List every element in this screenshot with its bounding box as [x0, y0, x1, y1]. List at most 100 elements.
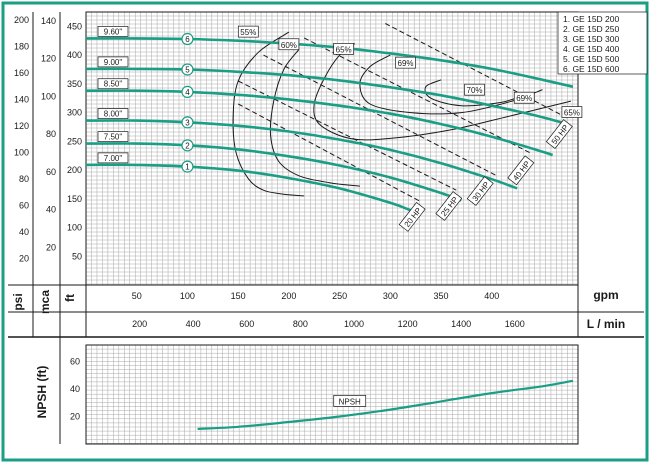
ft-axis: 50 100 150 200 250 300 350 400 450 — [67, 21, 82, 261]
gpm-tick: 150 — [231, 291, 246, 301]
gpm-axis: 50 100 150 200 250 300 350 400 — [132, 291, 500, 301]
series-number: 1 — [185, 163, 190, 172]
lmin-tick: 800 — [293, 319, 308, 329]
impeller-label-box — [97, 108, 129, 119]
impeller-label: 8.00" — [104, 110, 123, 119]
impeller-label-box — [97, 131, 129, 142]
impeller-label-box — [97, 26, 129, 37]
efficiency-label: 65% — [336, 45, 352, 54]
ft-tick: 50 — [72, 251, 82, 261]
npsh-curve — [197, 379, 574, 430]
series-number: 2 — [185, 141, 190, 150]
mca-axis: 20 40 60 80 100 120 140 — [41, 16, 56, 252]
performance-curve — [85, 163, 412, 212]
psi-tick: 100 — [14, 147, 29, 157]
gpm-unit-label: gpm — [593, 288, 618, 302]
performance-curve — [85, 142, 462, 202]
efficiency-label-box — [278, 38, 300, 51]
power-label-box — [545, 119, 573, 150]
efficiency-label: 60% — [281, 41, 297, 50]
npsh-tick: 60 — [70, 357, 80, 367]
series-number: 3 — [185, 118, 190, 127]
series-marker — [181, 139, 194, 152]
performance-curve — [85, 119, 518, 190]
series-marker — [181, 63, 194, 76]
efficiency-curve — [424, 79, 523, 107]
gpm-tick: 250 — [332, 291, 347, 301]
psi-tick: 180 — [14, 41, 29, 51]
gpm-tick: 300 — [383, 291, 398, 301]
ft-tick: 400 — [67, 50, 82, 60]
efficiency-label: 55% — [240, 28, 256, 37]
efficiency-label-box — [464, 83, 485, 96]
performance-curve — [85, 89, 554, 157]
gpm-tick: 100 — [180, 291, 195, 301]
efficiency-label: 65% — [564, 109, 580, 118]
series-number: 6 — [185, 35, 190, 44]
npsh-y-axis: 20 40 60 — [70, 357, 80, 422]
ft-tick: 450 — [67, 21, 82, 31]
legend-entry: 5. GE 15D 500 — [563, 54, 620, 64]
series-number: 4 — [185, 88, 190, 97]
impeller-label: 7.00" — [104, 154, 123, 163]
psi-unit-label: psi — [11, 293, 25, 310]
psi-tick: 60 — [19, 200, 29, 210]
efficiency-label-box — [395, 56, 416, 69]
impeller-label-box — [97, 78, 129, 90]
efficiency-curve — [359, 54, 543, 115]
legend-box — [557, 11, 648, 75]
lmin-axis: 200 400 600 800 1000 1200 1400 1600 — [132, 319, 525, 329]
npsh-label-box — [333, 395, 367, 407]
mca-tick: 140 — [41, 16, 56, 26]
efficiency-curve — [232, 31, 305, 197]
impeller-label: 9.00" — [104, 58, 123, 67]
impeller-label: 9.60" — [104, 27, 123, 36]
mca-unit-label: mca — [38, 290, 52, 314]
efficiency-labels: 55% 60% 65% 69% 70% 69% 65% — [237, 25, 583, 118]
efficiency-label-box — [513, 91, 535, 104]
performance-series: 7.00" 1 7.50" 2 8.00" 3 8.50" 4 9.00" 5 9.60" 6 — [85, 26, 574, 212]
mca-tick: 100 — [41, 91, 56, 101]
efficiency-curve — [313, 43, 572, 141]
lmin-tick: 1400 — [451, 319, 471, 329]
ft-tick: 300 — [67, 108, 82, 118]
npsh-tick: 40 — [70, 384, 80, 394]
power-label-box — [398, 201, 426, 232]
impeller-label: 8.50" — [104, 80, 123, 89]
series-number: 5 — [185, 65, 190, 74]
power-line — [385, 23, 569, 119]
efficiency-label-box — [561, 106, 583, 118]
npsh-tick: 20 — [70, 412, 80, 422]
series-marker — [181, 32, 194, 46]
series-marker — [181, 85, 194, 98]
psi-axis: 20 40 60 80 100 120 140 160 180 200 — [14, 15, 29, 264]
lmin-tick: 600 — [239, 319, 254, 329]
efficiency-curves — [232, 31, 572, 197]
efficiency-label: 70% — [467, 86, 483, 95]
ft-tick: 200 — [67, 165, 82, 175]
series-marker — [181, 116, 194, 129]
npsh-label: NPSH — [339, 397, 361, 406]
efficiency-label-box — [237, 25, 259, 38]
legend-entry: 6. GE 15D 600 — [563, 64, 620, 74]
impeller-label: 7.50" — [104, 133, 123, 142]
psi-tick: 40 — [19, 227, 29, 237]
npsh-plot-border — [85, 344, 579, 445]
power-line — [237, 103, 422, 203]
efficiency-label-box — [333, 43, 355, 55]
mca-tick: 80 — [46, 129, 56, 139]
gpm-tick: 200 — [281, 291, 296, 301]
legend-entry: 1. GE 15D 200 — [563, 14, 620, 24]
mca-tick: 40 — [46, 205, 56, 215]
mca-tick: 120 — [41, 54, 56, 64]
power-label-box — [435, 191, 463, 221]
npsh-grid — [85, 344, 578, 444]
lmin-unit-label: L / min — [587, 317, 625, 331]
psi-tick: 200 — [14, 15, 29, 25]
ft-tick: 100 — [67, 223, 82, 233]
gpm-tick: 50 — [132, 291, 142, 301]
lmin-tick: 1000 — [344, 319, 364, 329]
